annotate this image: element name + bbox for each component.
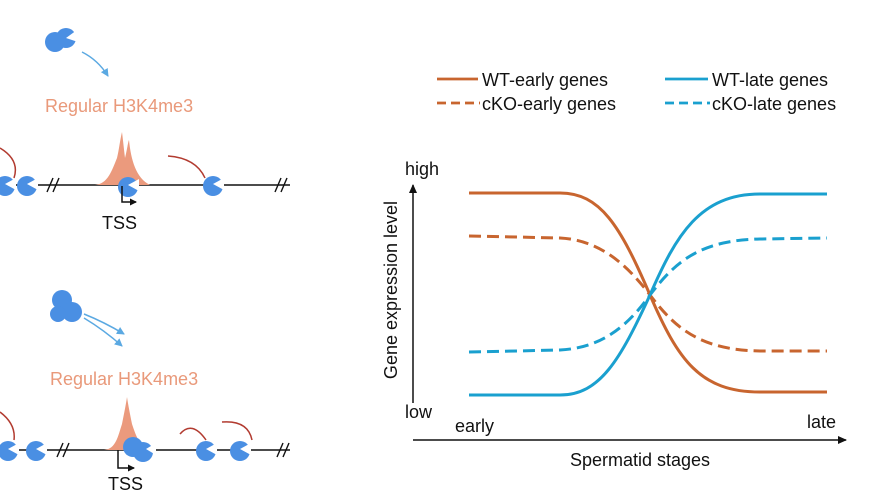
strand-break-icon <box>46 177 288 193</box>
x-axis-title: Spermatid stages <box>570 450 710 470</box>
legend-label-cko-late: cKO-late genes <box>712 94 836 114</box>
top-locus-panel: Regular H3K4me3 TSS <box>0 28 290 233</box>
free-reader-protein-icon <box>50 290 84 322</box>
nucleosome-protein-icon <box>0 176 38 196</box>
x-axis-start-label: early <box>455 416 494 436</box>
legend-label-wt-late: WT-late genes <box>712 70 828 90</box>
binding-arrow-icon <box>81 51 109 77</box>
histone-tail-tether <box>0 411 15 441</box>
nucleosome-protein-icon <box>118 177 139 197</box>
y-axis-low-label: low <box>405 402 433 422</box>
h3k4me3-peak <box>104 397 152 450</box>
legend: WT-early genes WT-late genes cKO-early g… <box>437 70 836 114</box>
legend-label-cko-early: cKO-early genes <box>482 94 616 114</box>
x-axis-end-label: late <box>807 412 836 432</box>
nucleosome-protein-icon <box>0 441 47 461</box>
y-axis-title: Gene expression level <box>381 201 401 379</box>
legend-label-wt-early: WT-early genes <box>482 70 608 90</box>
nucleosome-protein-icon <box>203 176 224 196</box>
top-h3k4me3-label: Regular H3K4me3 <box>45 96 193 116</box>
expression-schematic: WT-early genes WT-late genes cKO-early g… <box>381 70 847 470</box>
histone-tail-tether <box>167 155 206 179</box>
nucleosome-protein-icon <box>196 441 251 461</box>
curve-cko-late <box>468 236 828 354</box>
histone-tail-tether <box>0 147 17 179</box>
bottom-tss-label: TSS <box>108 474 143 492</box>
bottom-h3k4me3-label: Regular H3K4me3 <box>50 369 198 389</box>
tss-arrow <box>117 450 135 472</box>
bottom-locus-panel: Regular H3K4me3 TSS <box>0 290 290 492</box>
strand-break-icon <box>56 442 290 458</box>
top-tss-label: TSS <box>102 213 137 233</box>
free-reader-protein-icon <box>45 28 78 52</box>
histone-tail-tether <box>221 421 253 441</box>
tss-arrow <box>121 186 137 206</box>
y-axis-high-label: high <box>405 159 439 179</box>
histone-tail-tether <box>179 427 207 441</box>
bound-reader-protein-icon <box>123 437 156 462</box>
h3k4me3-peak <box>95 132 150 185</box>
binding-arrow-icon <box>83 317 123 347</box>
binding-arrow-icon <box>83 313 125 335</box>
curve-cko-early <box>468 234 827 353</box>
